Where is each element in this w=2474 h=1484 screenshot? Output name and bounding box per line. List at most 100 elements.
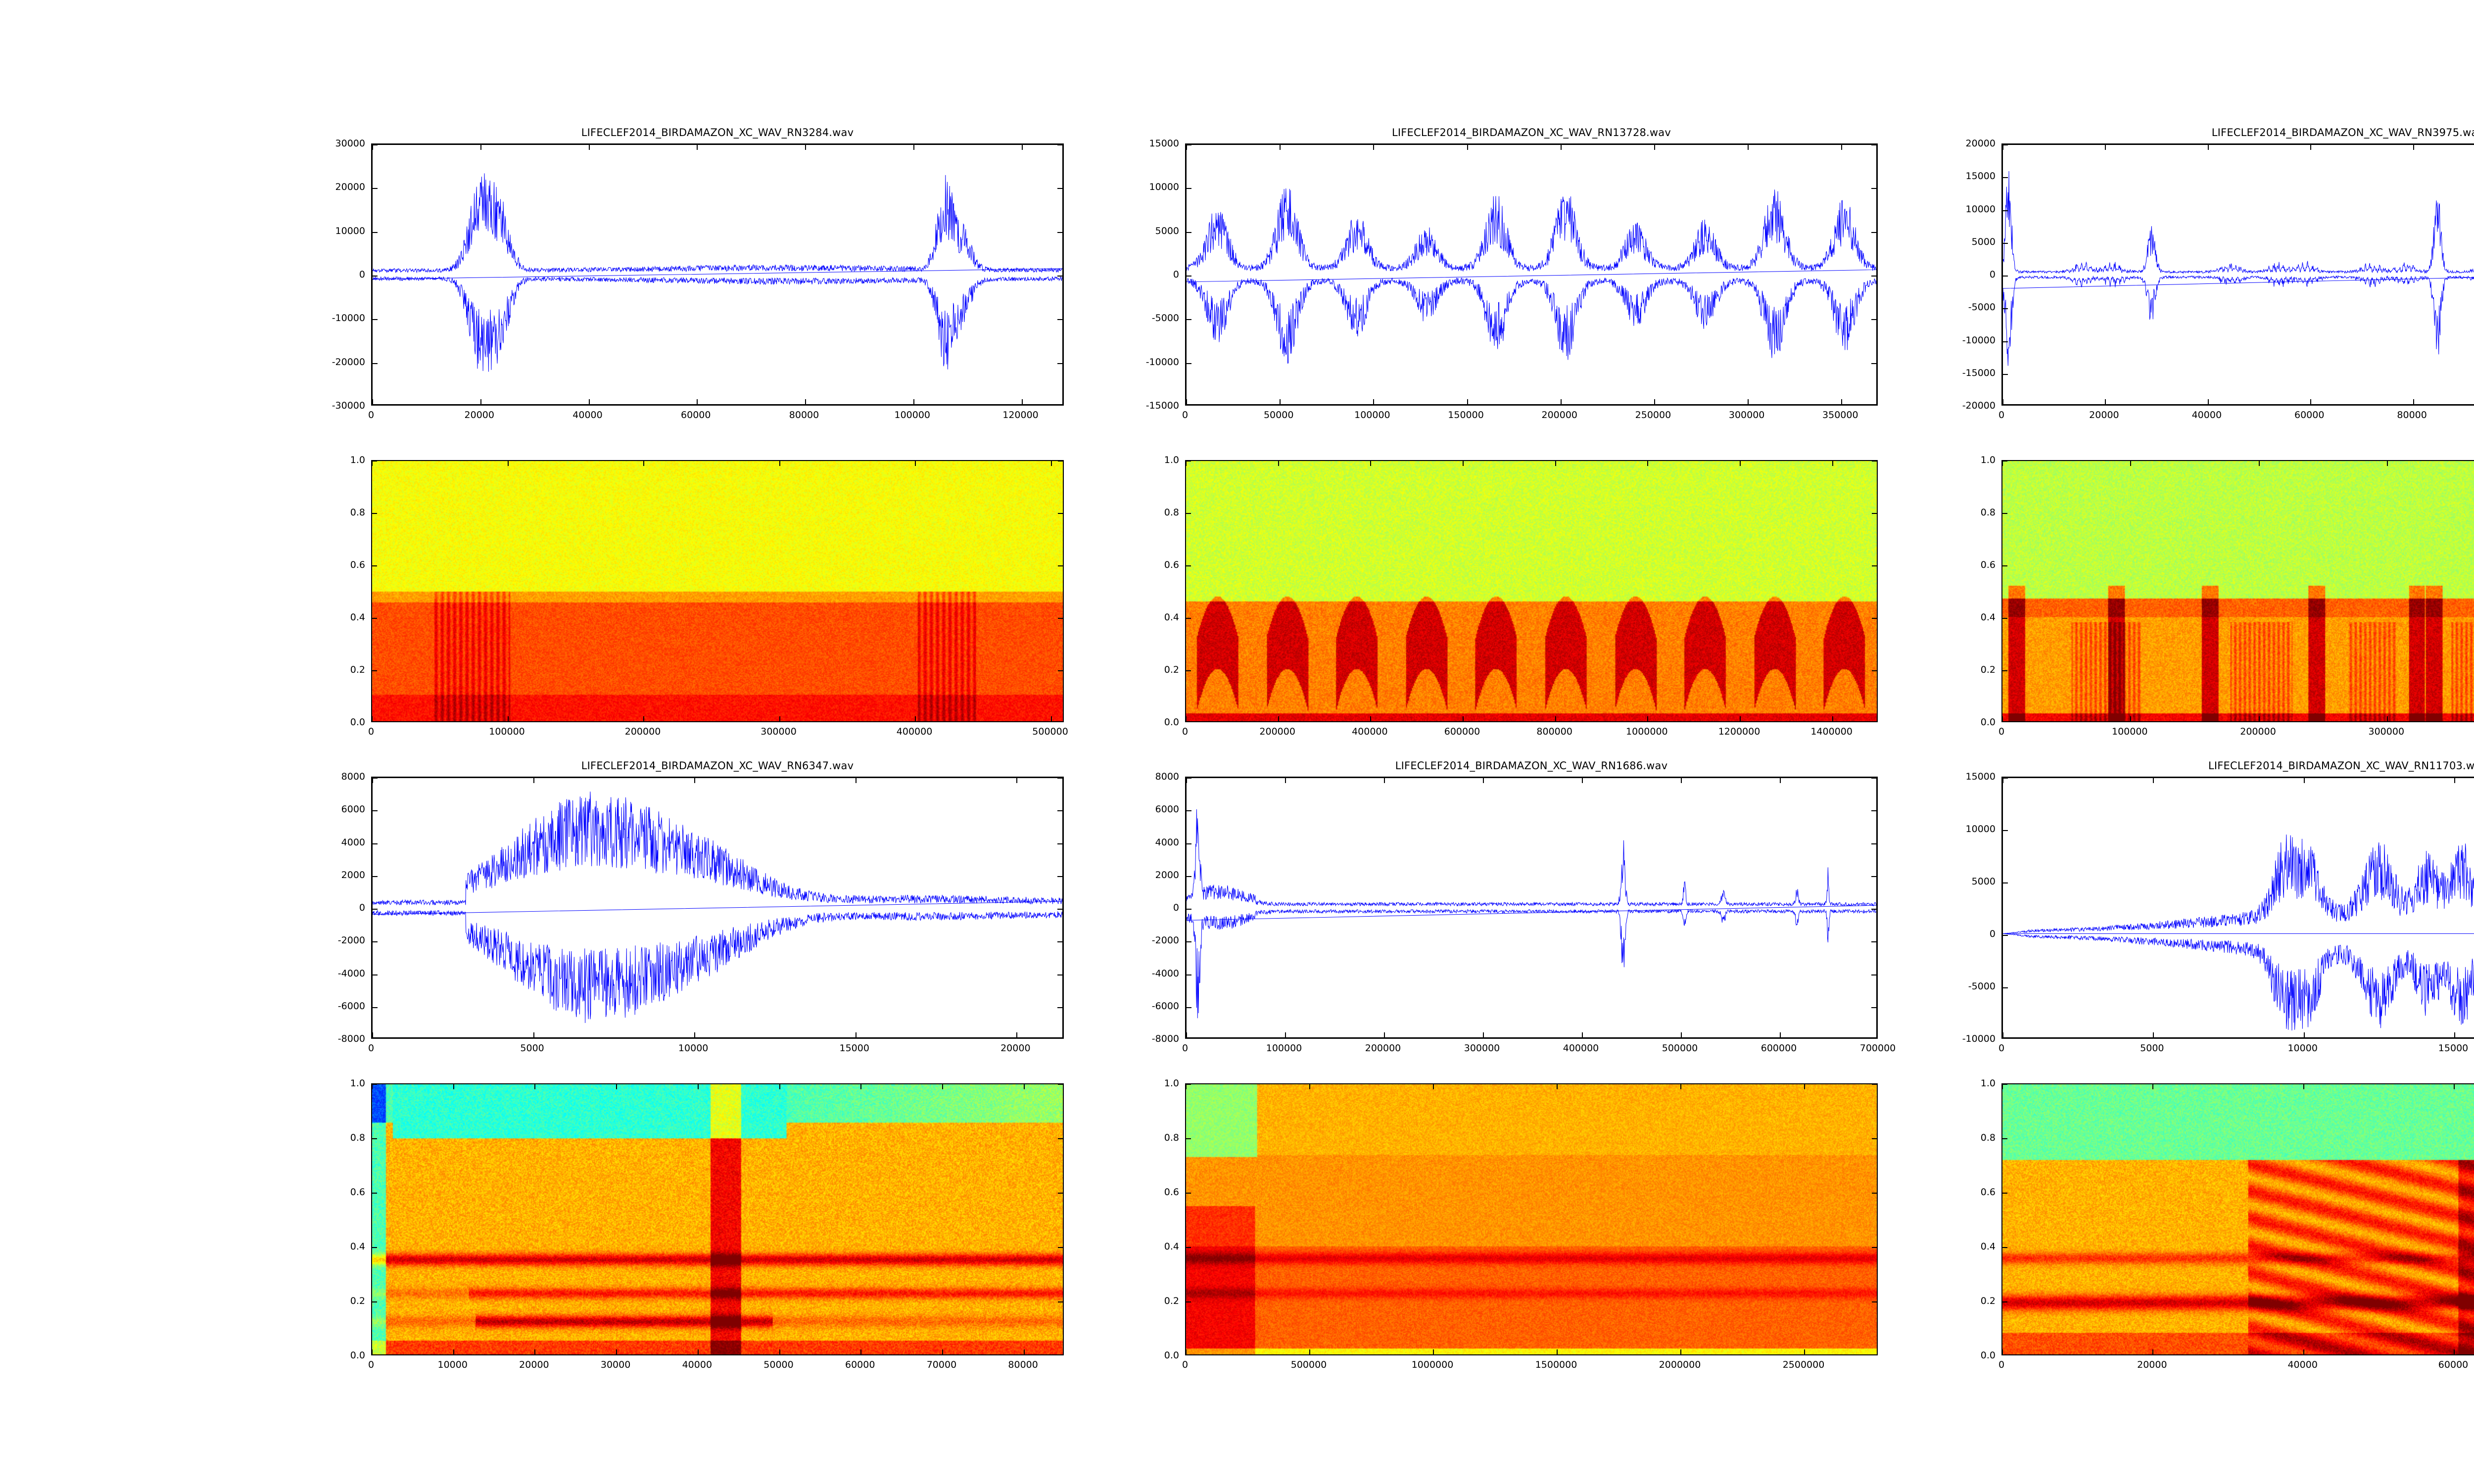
y-tick-label: -4000 bbox=[1151, 968, 1179, 979]
y-tick bbox=[1871, 909, 1876, 910]
x-tick bbox=[1309, 1349, 1310, 1354]
y-tick bbox=[1057, 876, 1062, 877]
x-tick bbox=[2002, 145, 2003, 150]
y-tick-label: 0.0 bbox=[1164, 1350, 1179, 1361]
y-tick bbox=[1186, 461, 1191, 462]
x-tick bbox=[1740, 716, 1741, 721]
y-tick bbox=[373, 909, 378, 910]
x-tick bbox=[643, 716, 645, 721]
x-tick bbox=[372, 399, 373, 404]
x-tick bbox=[372, 778, 373, 783]
y-tick bbox=[1057, 843, 1062, 844]
x-tick bbox=[1186, 778, 1187, 783]
x-tick bbox=[1370, 461, 1372, 466]
x-tick bbox=[2152, 1349, 2154, 1354]
y-tick-label: 1.0 bbox=[1980, 1078, 1996, 1089]
x-tick bbox=[1373, 145, 1375, 150]
y-tick-label: 0.6 bbox=[1164, 559, 1179, 570]
x-tick bbox=[1186, 1032, 1187, 1037]
x-tick-label: 0 bbox=[1998, 1359, 2005, 1370]
x-tick-label: 500000 bbox=[1662, 1043, 1698, 1054]
x-tick bbox=[697, 399, 698, 404]
x-tick bbox=[942, 1084, 943, 1089]
x-tick bbox=[2454, 778, 2456, 783]
y-tick-label: 0.4 bbox=[1164, 612, 1179, 623]
y-tick bbox=[1058, 565, 1063, 566]
x-tick bbox=[1467, 399, 1468, 404]
y-tick bbox=[373, 363, 378, 364]
x-tick bbox=[1841, 399, 1843, 404]
x-tick-label: 100000 bbox=[2111, 726, 2148, 737]
x-tick bbox=[1483, 778, 1484, 783]
axes-spectrogram-1 bbox=[371, 460, 1064, 722]
x-tick bbox=[1680, 1084, 1681, 1089]
x-tick bbox=[697, 145, 698, 150]
x-tick bbox=[2454, 1084, 2455, 1089]
y-tick bbox=[1057, 319, 1062, 321]
x-tick bbox=[697, 1349, 699, 1354]
x-tick bbox=[480, 399, 481, 404]
x-tick bbox=[2153, 1032, 2154, 1037]
y-tick-label: 8000 bbox=[341, 771, 365, 782]
y-tick bbox=[373, 319, 378, 321]
y-tick bbox=[1187, 188, 1191, 189]
x-tick bbox=[1021, 399, 1023, 404]
x-tick bbox=[507, 461, 509, 466]
y-tick bbox=[1871, 232, 1876, 233]
y-tick bbox=[2003, 987, 2008, 988]
x-tick bbox=[860, 1349, 862, 1354]
x-tick bbox=[1841, 145, 1843, 150]
x-tick-label: 10000 bbox=[437, 1359, 468, 1370]
x-tick-label: 80000 bbox=[2397, 410, 2427, 420]
x-tick bbox=[1832, 461, 1833, 466]
x-tick bbox=[507, 716, 509, 721]
waveform-trace bbox=[1187, 188, 1876, 364]
x-tick bbox=[588, 145, 590, 150]
x-tick bbox=[1050, 461, 1052, 466]
plot-cell-waveform-2: LIFECLEF2014_BIRDAMAZON_XC_WAV_RN13728.w… bbox=[1185, 127, 1878, 406]
y-tick-label: 0.6 bbox=[1980, 559, 1996, 570]
axes-waveform-2 bbox=[1185, 143, 1878, 406]
x-tick-label: 700000 bbox=[1859, 1043, 1896, 1054]
x-tick bbox=[2258, 461, 2260, 466]
plot-title: LIFECLEF2014_BIRDAMAZON_XC_WAV_RN3975.wa… bbox=[2211, 127, 2474, 139]
y-tick bbox=[2003, 373, 2008, 375]
y-tick bbox=[372, 513, 377, 514]
y-tick-label: 0.8 bbox=[1164, 507, 1179, 518]
y-tick bbox=[2003, 935, 2008, 936]
x-tick bbox=[533, 1032, 534, 1037]
x-tick-label: 20000 bbox=[519, 1359, 549, 1370]
y-tick bbox=[1058, 513, 1063, 514]
spectrogram-image bbox=[2002, 1084, 2474, 1354]
x-tick bbox=[453, 1084, 454, 1089]
y-tick bbox=[1187, 810, 1191, 812]
y-tick-label: 0.8 bbox=[1980, 1132, 1996, 1143]
x-tick bbox=[2130, 461, 2132, 466]
y-tick bbox=[372, 1193, 377, 1194]
x-tick-label: 300000 bbox=[1728, 410, 1765, 420]
y-tick-label: 5000 bbox=[1971, 876, 1996, 887]
x-tick bbox=[1740, 461, 1741, 466]
axes-spectrogram-6 bbox=[2001, 1083, 2474, 1355]
x-tick-label: 100000 bbox=[1266, 1043, 1302, 1054]
y-tick-label: -15000 bbox=[1145, 400, 1179, 411]
y-tick bbox=[2002, 1301, 2007, 1302]
y-tick bbox=[1186, 1301, 1191, 1302]
y-tick bbox=[372, 1084, 377, 1085]
axes-waveform-5 bbox=[1185, 777, 1878, 1039]
x-tick bbox=[1463, 716, 1464, 721]
axes-spectrogram-5 bbox=[1185, 1083, 1878, 1355]
x-tick-label: 0 bbox=[368, 726, 375, 737]
y-tick bbox=[2003, 242, 2008, 244]
y-tick-label: 15000 bbox=[1149, 138, 1179, 149]
y-tick-label: 0.6 bbox=[1164, 1187, 1179, 1198]
x-tick bbox=[2454, 1032, 2456, 1037]
y-tick bbox=[1872, 1247, 1877, 1248]
plot-title: LIFECLEF2014_BIRDAMAZON_XC_WAV_RN3284.wa… bbox=[581, 127, 854, 139]
x-tick bbox=[2258, 716, 2260, 721]
x-tick-label: 600000 bbox=[1444, 726, 1480, 737]
y-tick-label: 1.0 bbox=[1980, 455, 1996, 465]
y-tick bbox=[2002, 1138, 2007, 1139]
x-tick bbox=[1278, 716, 1279, 721]
y-tick-label: 0.4 bbox=[350, 1241, 365, 1252]
